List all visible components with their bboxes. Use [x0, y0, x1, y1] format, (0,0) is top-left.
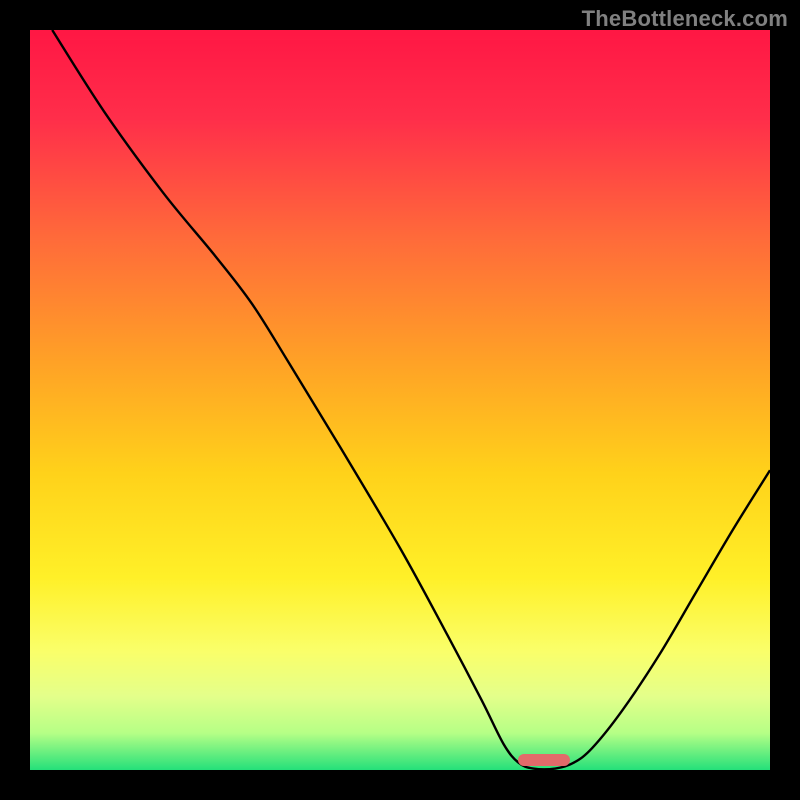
- bottleneck-curve: [30, 30, 770, 770]
- chart-frame: TheBottleneck.com: [0, 0, 800, 800]
- plot-area: [30, 30, 770, 770]
- optimal-range-marker: [518, 754, 570, 766]
- watermark-text: TheBottleneck.com: [582, 6, 788, 32]
